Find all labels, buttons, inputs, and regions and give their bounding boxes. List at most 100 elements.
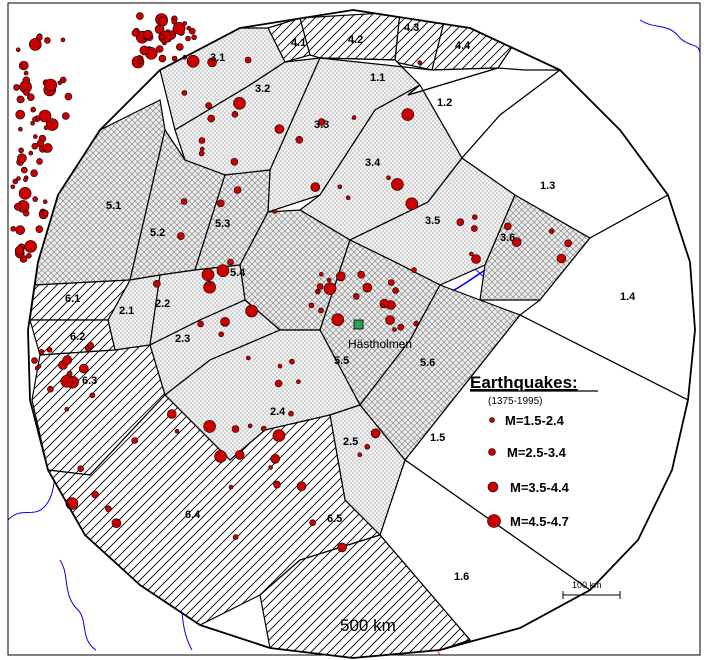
earthquake-epicentre: [233, 97, 246, 110]
zone-label-1-5: 1.5: [430, 432, 445, 444]
earthquake-epicentre: [201, 268, 215, 282]
earthquake-epicentre: [47, 385, 54, 393]
zone-label-3-2: 3.2: [255, 83, 270, 95]
earthquake-epicentre: [158, 16, 168, 27]
earthquake-epicentre: [216, 264, 230, 278]
legend: Earthquakes: (1375-1995) M=1.5-2.4 M=2.5…: [470, 373, 598, 529]
earthquake-epicentre: [89, 392, 96, 399]
zone-label-2-5: 2.5: [343, 436, 358, 448]
earthquake-epicentre: [38, 348, 45, 355]
zone-label-3-4: 3.4: [365, 157, 381, 169]
earthquake-epicentre: [16, 95, 25, 104]
earthquake-epicentre: [10, 226, 16, 232]
earthquake-epicentre: [12, 178, 19, 185]
earthquake-epicentre: [392, 287, 399, 294]
earthquake-epicentre: [228, 484, 234, 490]
earthquake-epicentre: [172, 21, 186, 35]
earthquake-epicentre: [351, 115, 357, 120]
earthquake-epicentre: [137, 58, 143, 65]
earthquake-epicentre: [28, 150, 34, 156]
earthquake-epicentre: [186, 25, 192, 31]
earthquake-epicentre: [23, 177, 28, 182]
earthquake-epicentre: [10, 184, 16, 190]
earthquake-epicentre: [177, 232, 185, 240]
earthquake-epicentre: [548, 228, 555, 234]
earthquake-epicentre: [198, 137, 206, 144]
zone-label-6-1: 6.1: [65, 293, 80, 305]
earthquake-epicentre: [345, 195, 351, 201]
earthquake-epicentre: [105, 505, 112, 513]
earthquake-epicentre: [15, 47, 21, 53]
earthquake-epicentre: [234, 450, 245, 460]
earthquake-epicentre: [469, 251, 474, 257]
earthquake-epicentre: [511, 237, 522, 247]
source-zones-layer: [29, 11, 695, 658]
legend-item-1: M=1.5-2.4: [505, 413, 565, 428]
earthquake-epicentre: [247, 423, 253, 429]
legend-symbol-medium: [488, 448, 496, 456]
earthquake-epicentre: [214, 450, 227, 463]
earthquake-epicentre: [31, 357, 38, 364]
earthquake-epicentre: [411, 267, 417, 273]
earthquake-epicentre: [310, 182, 321, 192]
earthquake-epicentre: [17, 153, 27, 163]
earthquake-epicentre: [42, 199, 48, 204]
radius-label: 500 km: [340, 616, 396, 635]
earthquake-epicentre: [199, 146, 205, 152]
earthquake-epicentre: [564, 239, 572, 248]
earthquake-epicentre: [331, 313, 345, 327]
earthquake-epicentre: [246, 355, 251, 361]
earthquake-epicentre: [471, 214, 478, 220]
zone-label-6-2: 6.2: [70, 331, 85, 343]
earthquake-epicentre: [167, 409, 177, 419]
earthquake-epicentre: [220, 316, 230, 327]
earthquake-epicentre: [36, 158, 43, 165]
earthquake-epicentre: [171, 18, 177, 25]
earthquake-epicentre: [268, 465, 273, 470]
earthquake-epicentre: [189, 27, 196, 35]
earthquake-epicentre: [35, 225, 44, 233]
legend-symbol-small: [489, 417, 495, 423]
zone-label-1-6: 1.6: [454, 571, 469, 583]
site-marker-icon: [353, 319, 364, 330]
legend-item-2: M=2.5-3.4: [507, 445, 567, 460]
site-label: Hästholmen: [348, 337, 412, 351]
earthquake-epicentre: [391, 178, 404, 191]
earthquake-epicentre: [370, 428, 381, 439]
earthquake-epicentre: [32, 134, 38, 139]
earthquake-epicentre: [20, 166, 28, 174]
zone-label-4-1: 4.1: [291, 37, 306, 49]
zone-label-2-4: 2.4: [270, 406, 286, 418]
earthquake-epicentre: [277, 363, 283, 369]
zone-label-1-2: 1.2: [437, 97, 452, 109]
earthquake-epicentre: [207, 114, 215, 123]
earthquake-epicentre: [401, 108, 415, 121]
earthquake-epicentre: [186, 54, 200, 68]
earthquake-epicentre: [205, 102, 212, 109]
earthquake-epicentre: [57, 80, 63, 86]
earthquake-epicentre: [46, 346, 53, 353]
earthquake-epicentre: [362, 282, 373, 293]
earthquake-epicentre: [23, 89, 30, 96]
earthquake-epicentre: [181, 90, 188, 96]
coastline-southwest: [59, 559, 97, 651]
legend-symbol-xlarge: [487, 514, 501, 528]
earthquake-epicentre: [392, 327, 397, 332]
earthquake-epicentre: [16, 176, 21, 181]
earthquake-epicentre: [405, 197, 419, 211]
earthquake-epicentre: [233, 186, 242, 194]
earthquake-epicentre: [413, 320, 420, 327]
zone-label-5-3: 5.3: [215, 218, 230, 230]
earthquake-epicentre: [323, 282, 337, 296]
earthquake-epicentre: [28, 38, 42, 51]
earthquake-epicentre: [503, 222, 512, 231]
earthquake-epicentre: [30, 106, 37, 113]
earthquake-epicentre: [43, 125, 49, 130]
earthquake-epicentre: [79, 363, 89, 374]
earthquake-epicentre: [352, 293, 360, 300]
earthquake-epicentre: [386, 175, 391, 181]
zone-labels: 4.1 4.2 4.3 4.4 3.1 3.2 3.3 3.4 3.5 3.6 …: [65, 22, 636, 583]
earthquake-epicentre: [296, 481, 307, 492]
